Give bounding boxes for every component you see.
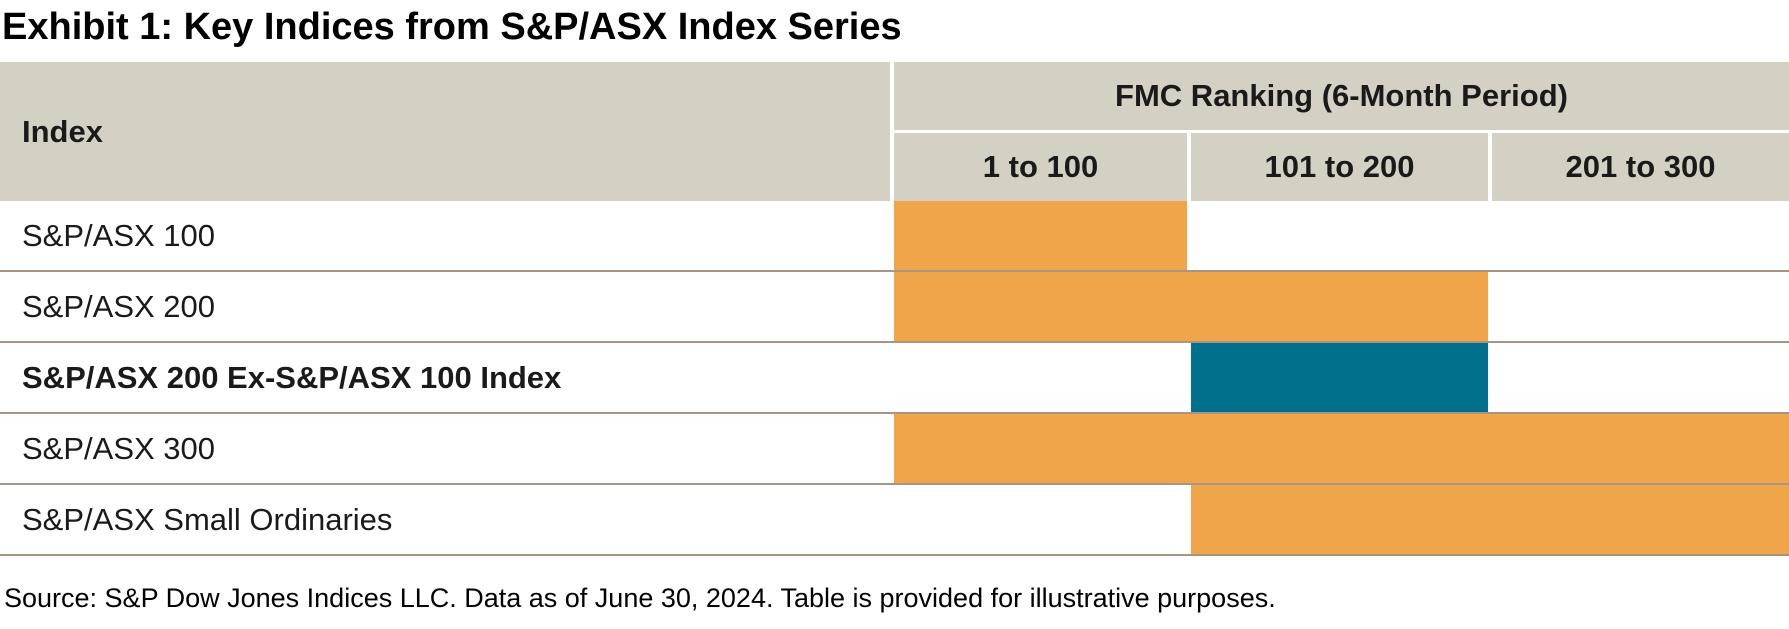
index-header-label: Index	[22, 113, 103, 149]
fmc-ranking-group-header: FMC Ranking (6-Month Period)	[894, 62, 1789, 130]
column-header-label: 1 to 100	[982, 149, 1099, 184]
coverage-bar	[1191, 343, 1488, 412]
table-row: S&P/ASX 200 Ex-S&P/ASX 100 Index	[0, 343, 1789, 414]
column-header-label: 201 to 300	[1565, 149, 1716, 184]
index-column-header: Index	[0, 62, 890, 201]
column-header-label: 101 to 200	[1264, 149, 1415, 184]
exhibit-title: Exhibit 1: Key Indices from S&P/ASX Inde…	[2, 6, 902, 48]
row-label: S&P/ASX 200	[22, 288, 216, 324]
table-row: S&P/ASX 100	[0, 201, 1789, 272]
table-row: S&P/ASX 200	[0, 272, 1789, 343]
source-note: Source: S&P Dow Jones Indices LLC. Data …	[4, 583, 1276, 613]
column-header-201-to-300: 201 to 300	[1492, 133, 1789, 201]
coverage-bar	[894, 272, 1488, 341]
row-label: S&P/ASX Small Ordinaries	[22, 501, 393, 537]
table-row: S&P/ASX Small Ordinaries	[0, 485, 1789, 556]
row-label: S&P/ASX 200 Ex-S&P/ASX 100 Index	[22, 359, 562, 395]
column-header-1-to-100: 1 to 100	[894, 133, 1187, 201]
row-label: S&P/ASX 300	[22, 430, 216, 466]
coverage-bar	[1191, 485, 1789, 554]
coverage-bar	[894, 414, 1789, 483]
table-body: S&P/ASX 100 S&P/ASX 200 S&P/ASX 200 Ex-S…	[0, 201, 1789, 556]
row-label: S&P/ASX 100	[22, 217, 216, 253]
fmc-ranking-label: FMC Ranking (6-Month Period)	[1115, 78, 1568, 113]
coverage-bar	[894, 201, 1187, 270]
column-header-101-to-200: 101 to 200	[1191, 133, 1488, 201]
table-row: S&P/ASX 300	[0, 414, 1789, 485]
